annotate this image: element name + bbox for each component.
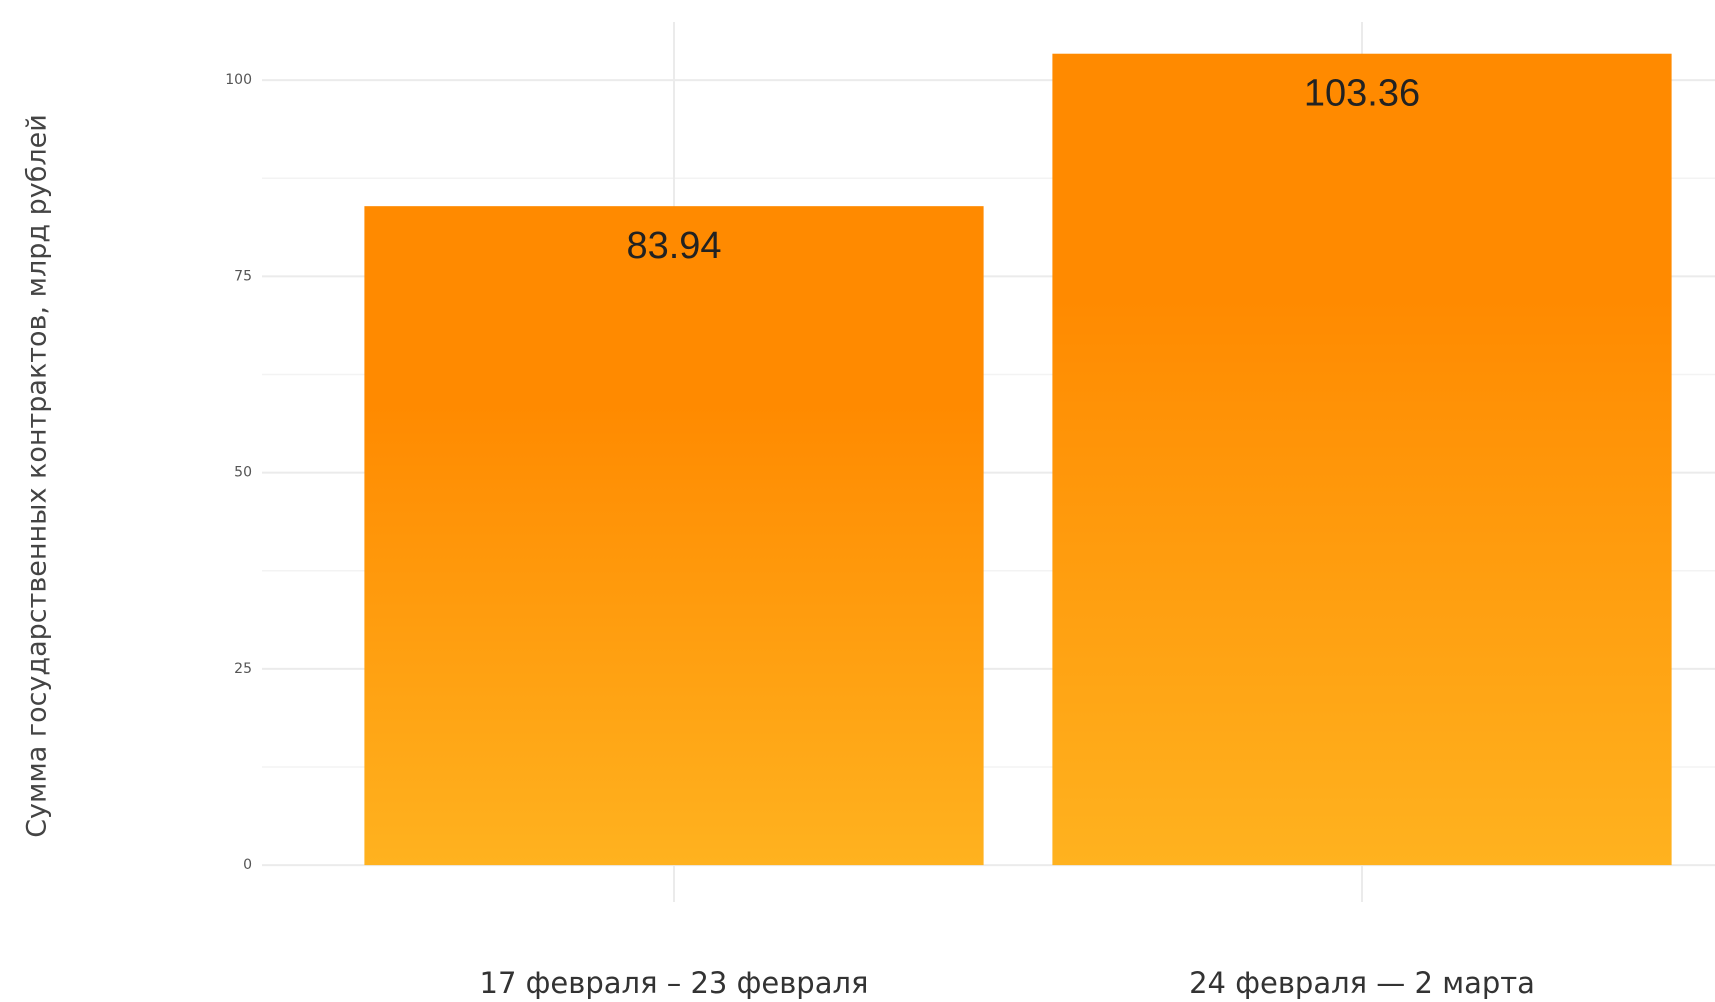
bar bbox=[1052, 53, 1672, 866]
data-label: 103.36 bbox=[1304, 73, 1420, 115]
y-tick-label: 75 bbox=[234, 268, 252, 284]
y-tick-label: 50 bbox=[234, 465, 252, 481]
bar bbox=[364, 206, 984, 866]
y-tick-label: 0 bbox=[243, 857, 252, 873]
data-label: 83.94 bbox=[626, 225, 721, 267]
x-tick-label: 17 февраля – 23 февраля bbox=[480, 966, 869, 1000]
x-tick-label: 24 февраля — 2 марта bbox=[1189, 966, 1535, 1000]
y-tick-label: 25 bbox=[234, 661, 252, 677]
y-axis-label: Сумма государственных контрактов, млрд р… bbox=[22, 114, 53, 838]
y-tick-label: 100 bbox=[225, 72, 252, 88]
